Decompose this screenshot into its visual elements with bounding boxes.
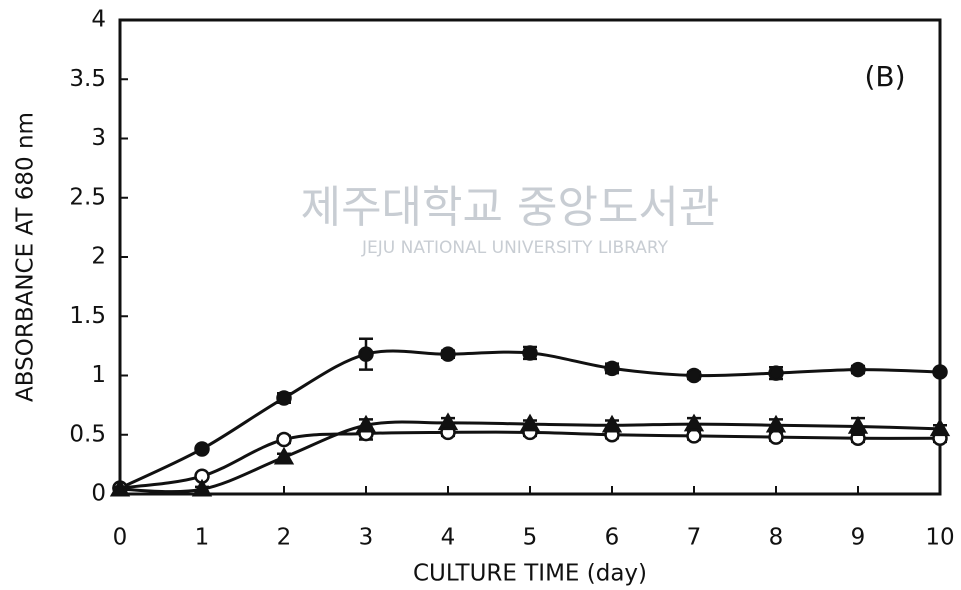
marker (276, 390, 292, 406)
x-tick-label: 9 (851, 525, 866, 551)
marker (850, 361, 866, 378)
marker (194, 441, 210, 457)
x-tick-label: 7 (687, 525, 702, 551)
x-tick-label: 4 (441, 525, 456, 551)
marker (683, 413, 705, 432)
marker (604, 360, 620, 377)
marker (765, 414, 787, 433)
x-tick-label: 10 (925, 525, 954, 551)
y-tick-label: 4 (91, 7, 106, 33)
x-tick-label: 2 (277, 525, 292, 551)
y-tick-label: 0 (91, 481, 106, 507)
y-tick-label: 3.5 (69, 66, 106, 92)
marker (601, 414, 623, 433)
marker (929, 418, 951, 437)
marker (276, 431, 292, 448)
x-tick-label: 3 (359, 525, 374, 551)
x-tick-label: 6 (605, 525, 620, 551)
marker (440, 346, 456, 362)
marker (437, 412, 459, 431)
y-tick-label: 1.5 (69, 303, 106, 329)
marker (847, 415, 869, 434)
y-tick-label: 0.5 (69, 421, 106, 447)
x-tick-label: 1 (195, 525, 210, 551)
marker (932, 364, 948, 380)
marker (768, 429, 784, 445)
series-line (119, 430, 941, 490)
marker (355, 414, 377, 433)
x-axis-label: CULTURE TIME (day) (413, 561, 647, 587)
marker (768, 365, 784, 381)
marker (686, 367, 702, 384)
annotation: (B) (864, 60, 905, 93)
x-tick-label: 0 (113, 525, 128, 551)
marker (109, 478, 131, 497)
marker (522, 345, 538, 361)
x-tick-label: 8 (769, 525, 784, 551)
watermark: JEJU NATIONAL UNIVERSITY LIBRARY (361, 238, 669, 258)
y-axis-label: ABSORBANCE AT 680 nm (13, 112, 39, 402)
y-tick-label: 3 (91, 125, 106, 151)
y-tick-label: 1 (91, 362, 106, 388)
marker (191, 478, 213, 497)
marker (686, 428, 702, 444)
watermark: 제주대학교 중앙도서관 (301, 182, 720, 233)
x-tick-label: 5 (523, 525, 538, 551)
y-tick-label: 2 (91, 244, 106, 270)
marker (519, 413, 541, 432)
marker (273, 446, 295, 465)
y-tick-label: 2.5 (69, 184, 106, 210)
marker (358, 346, 374, 362)
